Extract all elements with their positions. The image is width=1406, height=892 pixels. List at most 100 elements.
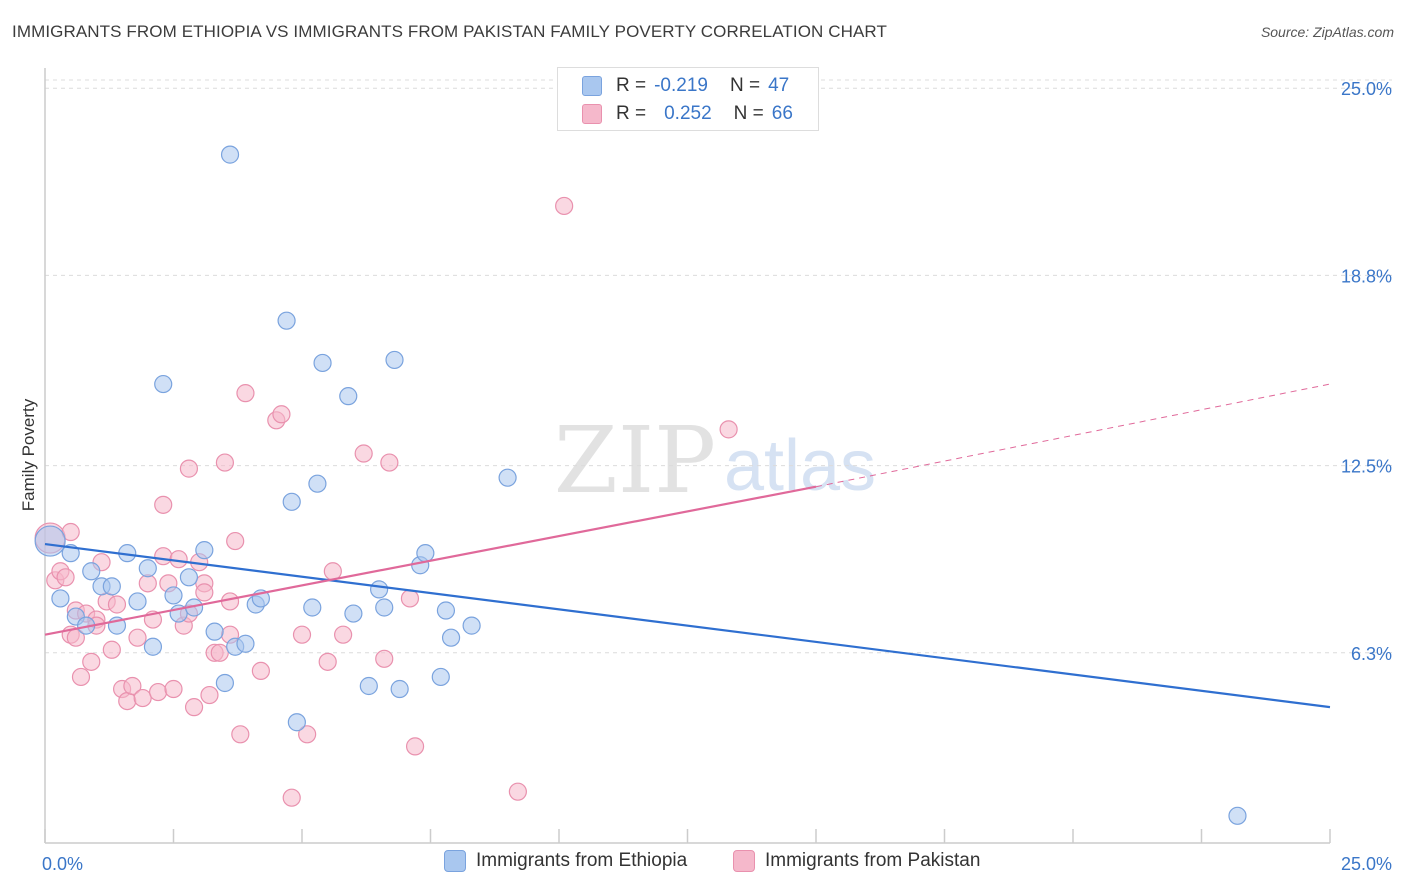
ethiopia-point [143, 637, 163, 656]
pakistan-point [200, 685, 219, 705]
pakistan-n-label: N = [733, 103, 764, 124]
watermark-zip: ZIP [554, 407, 716, 514]
ethiopia-point [313, 353, 332, 373]
pakistan-point [56, 568, 75, 587]
x-tick-label: 0.0% [42, 854, 83, 874]
ethiopia-point [390, 679, 409, 699]
ethiopia-point [82, 562, 101, 581]
pakistan-point [555, 196, 574, 216]
pakistan-point [400, 589, 420, 608]
pakistan-point [318, 652, 337, 671]
ethiopia-point [287, 713, 306, 732]
ethiopia-n-value: 47 [768, 75, 790, 96]
pakistan-point [195, 583, 214, 602]
pakistan-point [236, 384, 255, 403]
ethiopia-point [303, 598, 322, 617]
ethiopia-point [436, 601, 456, 620]
source-label: Source: ZipAtlas.com [1260, 24, 1394, 40]
ethiopia-point [154, 374, 173, 394]
ethiopia-point [370, 580, 389, 599]
pakistan-point [215, 453, 234, 472]
stats-legend: R = -0.219 N = 47 R = 0.252 N = 66 [557, 67, 819, 131]
ethiopia-point [138, 559, 157, 578]
pakistan-trend-line [44, 485, 817, 636]
legend-ethiopia-swatch [444, 850, 466, 872]
ethiopia-point [164, 586, 183, 605]
pakistan-point [298, 725, 317, 744]
ethiopia-point [416, 544, 435, 563]
pakistan-swatch [582, 104, 602, 124]
legend-item-pakistan: Immigrants from Pakistan [733, 850, 980, 872]
ethiopia-point [431, 667, 450, 687]
pakistan-point [179, 459, 199, 478]
pakistan-point [380, 453, 399, 472]
ethiopia-swatch [582, 76, 602, 96]
y-tick-label: 6.3% [1351, 644, 1392, 664]
ethiopia-point [375, 598, 394, 617]
stats-row-ethiopia: R = -0.219 N = 47 [582, 72, 789, 100]
ethiopia-point [1228, 806, 1247, 825]
ethiopia-point [441, 628, 461, 647]
stats-row-pakistan: R = 0.252 N = 66 [582, 100, 793, 128]
legend-pakistan-label: Immigrants from Pakistan [765, 850, 981, 871]
ethiopia-trend-line [44, 543, 1331, 709]
pakistan-point [118, 691, 137, 711]
ethiopia-r-label: R = [616, 75, 647, 96]
y-tick-label: 12.5% [1341, 457, 1392, 477]
series-legend: Immigrants from Ethiopia Immigrants from… [0, 850, 1406, 880]
y-tick-label: 25.0% [1341, 79, 1392, 99]
pakistan-point [184, 698, 204, 717]
ethiopia-point [102, 577, 121, 596]
pakistan-point [148, 682, 168, 702]
ethiopia-point [282, 492, 301, 511]
ethiopia-point [128, 592, 147, 611]
y-axis-title: Family Poverty [19, 398, 38, 511]
pakistan-point [375, 649, 394, 668]
ethiopia-point [498, 468, 517, 487]
x-tick-label: 25.0% [1341, 854, 1392, 874]
ethiopia-point [179, 568, 199, 587]
ethiopia-point [308, 474, 327, 493]
pakistan-point [82, 652, 101, 671]
ethiopia-point [344, 604, 363, 623]
pakistan-point [251, 661, 270, 681]
pakistan-point [405, 737, 425, 756]
ethiopia-point [462, 616, 481, 635]
legend-item-ethiopia: Immigrants from Ethiopia [444, 850, 687, 872]
legend-pakistan-swatch [733, 850, 755, 872]
ethiopia-point [277, 311, 296, 330]
pakistan-point [154, 495, 173, 514]
ethiopia-point [51, 589, 70, 608]
ethiopia-point [220, 145, 240, 164]
pakistan-point [508, 782, 527, 801]
pakistan-point [133, 688, 152, 708]
chart-title: IMMIGRANTS FROM ETHIOPIA VS IMMIGRANTS F… [12, 22, 887, 41]
pakistan-trend-extension [815, 383, 1331, 488]
pakistan-point [231, 725, 250, 744]
pakistan-point [128, 628, 147, 647]
pakistan-point [210, 643, 229, 662]
pakistan-n-value: 66 [771, 103, 793, 124]
ethiopia-point [385, 350, 404, 370]
pakistan-r-label: R = [616, 103, 647, 124]
legend-ethiopia-label: Immigrants from Ethiopia [476, 850, 688, 871]
pakistan-point [123, 676, 142, 696]
ethiopia-n-label: N = [729, 75, 761, 96]
pakistan-point [354, 444, 373, 463]
pakistan-point [71, 667, 91, 687]
y-tick-label: 18.8% [1341, 266, 1392, 286]
ethiopia-point [205, 622, 224, 641]
ethiopia-point [215, 673, 234, 693]
pakistan-point [334, 625, 353, 644]
ethiopia-point [195, 541, 214, 560]
pakistan-point [154, 547, 173, 566]
ethiopia-point [34, 525, 66, 557]
pakistan-point [719, 420, 738, 439]
pakistan-point [138, 574, 157, 593]
pakistan-point [164, 679, 183, 699]
pakistan-point [102, 640, 121, 659]
pakistan-point [226, 531, 245, 551]
ethiopia-point [236, 634, 255, 653]
ethiopia-point [339, 387, 358, 406]
